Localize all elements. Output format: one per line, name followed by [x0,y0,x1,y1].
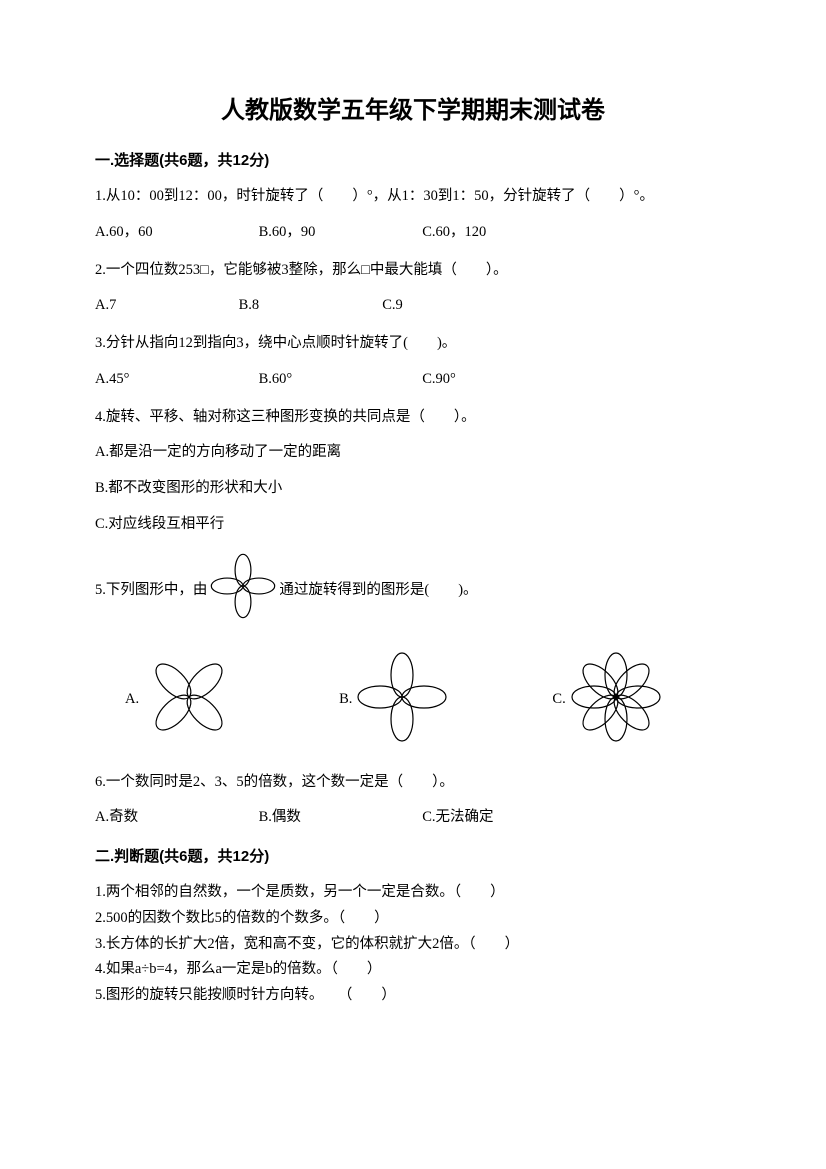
q3-opt-a: A.45° [95,369,255,391]
q4-text: 4.旋转、平移、轴对称这三种图形变换的共同点是（ ）。 [95,407,731,429]
q3-text: 3.分针从指向12到指向3，绕中心点顺时针旋转了( )。 [95,333,731,355]
q5-opt-c-label: C. [552,691,565,708]
q6-opt-a: A.奇数 [95,807,255,829]
q6-opt-b: B.偶数 [259,807,419,829]
q1-opt-b: B.60，90 [259,222,419,244]
q5-row: 5.下列图形中，由 通过旋转得到的图形是( )。 [95,550,731,627]
q2-options: A.7 B.8 C.9 [95,295,731,317]
tf-q1: 1.两个相邻的自然数，一个是质数，另一个一定是合数。（ ） [95,882,731,904]
q3-opt-c: C.90° [422,369,456,391]
q4-opt-c: C.对应线段互相平行 [95,514,731,536]
q5-base-flower [207,550,279,627]
q5-text-after: 通过旋转得到的图形是( )。 [279,578,477,599]
page-title: 人教版数学五年级下学期期末测试卷 [95,90,731,125]
q5-opt-b-label: B. [339,691,352,708]
q5-options: A. B. C. [95,647,731,752]
q2-opt-b: B.8 [239,295,379,317]
q6-opt-c: C.无法确定 [422,807,493,829]
q6-options: A.奇数 B.偶数 C.无法确定 [95,807,731,829]
tf-q2: 2.500的因数个数比5的倍数的个数多。（ ） [95,908,731,930]
q5-opt-a-flower [139,647,239,752]
q4-opt-b: B.都不改变图形的形状和大小 [95,478,731,500]
tf-q4: 4.如果a÷b=4，那么a一定是b的倍数。（ ） [95,959,731,981]
q6-text: 6.一个数同时是2、3、5的倍数，这个数一定是（ ）。 [95,772,731,794]
q5-opt-b-flower [352,647,452,752]
q1-opt-c: C.60，120 [422,222,486,244]
tf-q5: 5.图形的旋转只能按顺时针方向转。 （ ） [95,985,731,1007]
tf-q3: 3.长方体的长扩大2倍，宽和高不变，它的体积就扩大2倍。（ ） [95,934,731,956]
q1-opt-a: A.60，60 [95,222,255,244]
q1-options: A.60，60 B.60，90 C.60，120 [95,222,731,244]
q5-opt-c-flower [566,647,666,752]
tf-list: 1.两个相邻的自然数，一个是质数，另一个一定是合数。（ ） 2.500的因数个数… [95,882,731,1007]
q2-opt-a: A.7 [95,295,235,317]
q2-opt-c: C.9 [382,295,403,317]
q2-text: 2.一个四位数253□，它能够被3整除，那么□中最大能填（ ）。 [95,260,731,282]
q5-text-before: 5.下列图形中，由 [95,578,207,599]
section2-header: 二.判断题(共6题，共12分) [95,845,731,866]
q3-options: A.45° B.60° C.90° [95,369,731,391]
section1-header: 一.选择题(共6题，共12分) [95,149,731,170]
q3-opt-b: B.60° [259,369,419,391]
q1-text: 1.从10：00到12：00，时针旋转了（ ）°，从1：30到1：50，分针旋转… [95,186,731,208]
q5-opt-a-label: A. [125,691,139,708]
q4-opt-a: A.都是沿一定的方向移动了一定的距离 [95,442,731,464]
